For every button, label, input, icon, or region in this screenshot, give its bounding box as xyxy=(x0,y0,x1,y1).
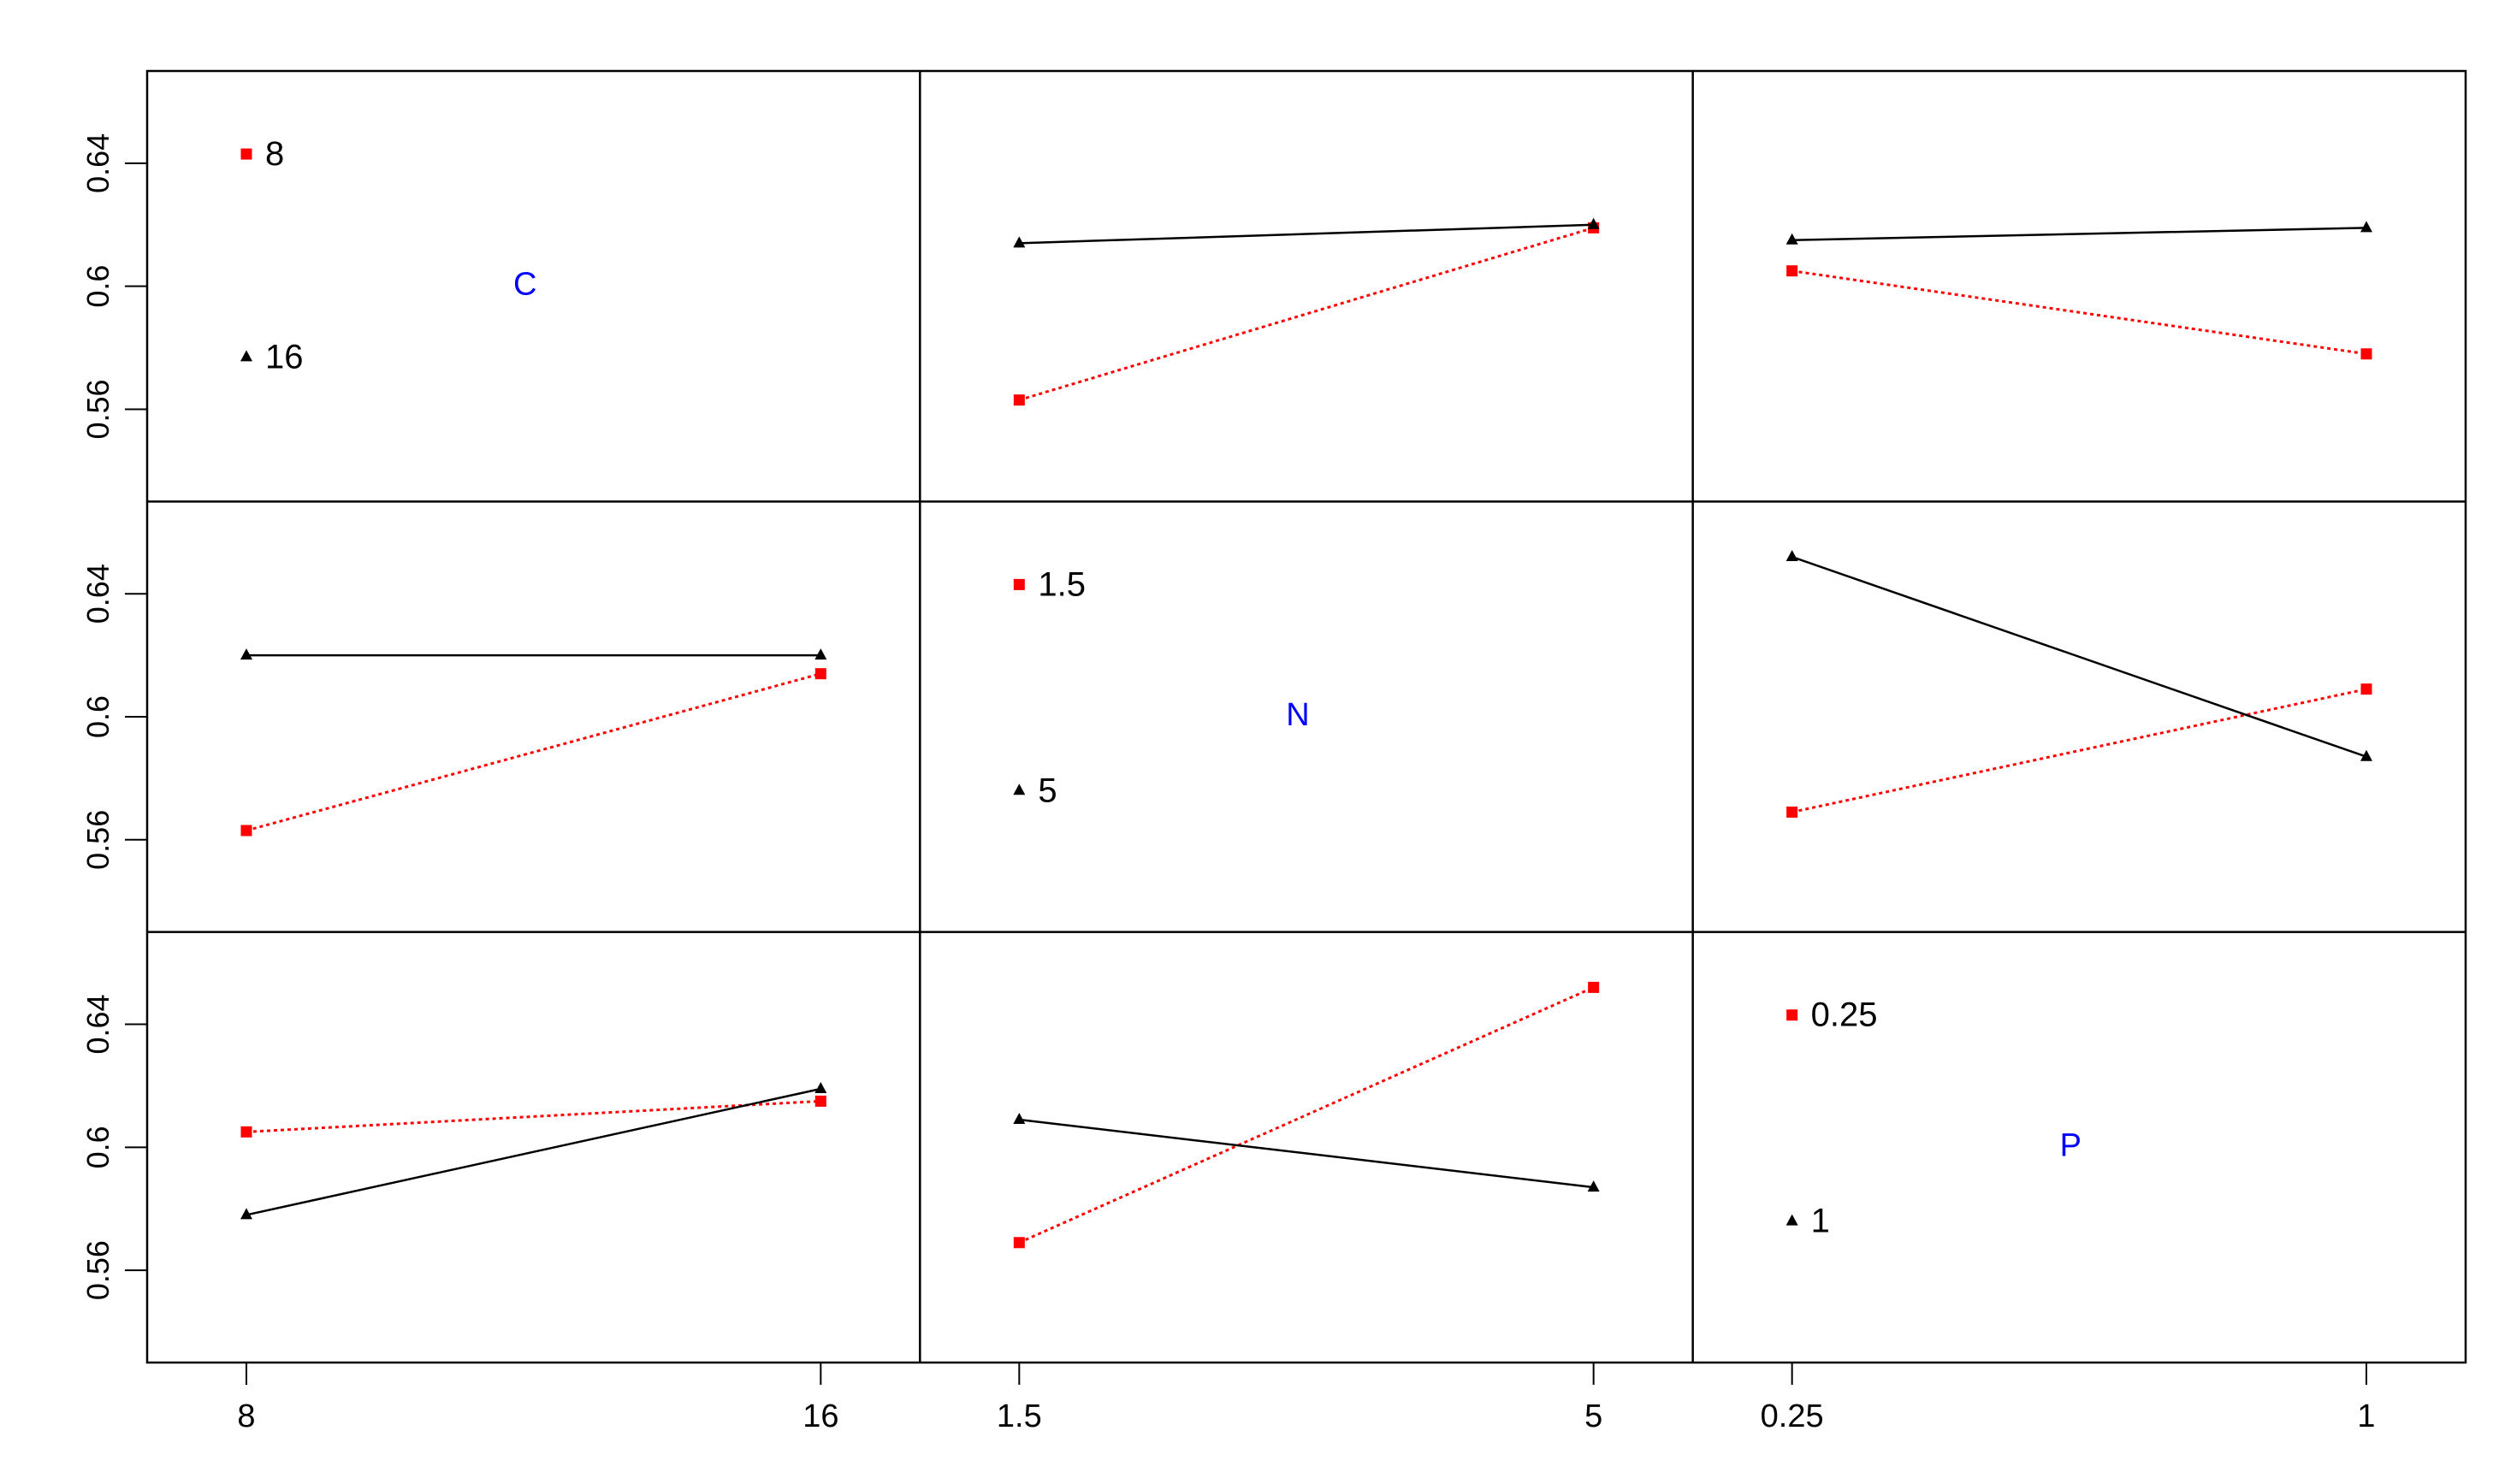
data-point xyxy=(1785,550,1798,562)
legend-marker xyxy=(1785,1214,1798,1226)
series-line-1 xyxy=(246,1087,821,1216)
data-point xyxy=(814,668,826,680)
factor-label: N xyxy=(1286,697,1309,733)
x-tick-label: 5 xyxy=(1584,1398,1602,1434)
legend-level-label: 0.25 xyxy=(1811,996,1878,1034)
data-point xyxy=(240,1126,252,1138)
data-point xyxy=(240,648,252,660)
legend-marker xyxy=(240,350,252,362)
data-point xyxy=(1786,806,1798,818)
panel-0-1 xyxy=(1013,217,1600,406)
legend-level-label: 16 xyxy=(265,338,304,375)
y-tick-label: 0.56 xyxy=(80,810,115,870)
data-point xyxy=(2360,348,2372,360)
legend-marker xyxy=(1786,1009,1798,1021)
series-line-0.25 xyxy=(246,1099,821,1133)
x-tick-label: 1 xyxy=(2357,1398,2375,1434)
x-tick-label: 0.25 xyxy=(1761,1398,1824,1434)
series-line-16 xyxy=(1019,223,1594,245)
x-tick-label: 8 xyxy=(237,1398,255,1434)
panel-1-0 xyxy=(240,648,827,837)
panel-2-2: P 0.25 1 xyxy=(1785,996,2081,1240)
y-tick-label: 0.6 xyxy=(80,265,115,308)
data-point xyxy=(1588,981,1600,993)
panel-0-2 xyxy=(1785,221,2372,360)
data-point xyxy=(1785,233,1798,245)
legend-level-label: 5 xyxy=(1038,772,1057,809)
legend-level-label: 1.5 xyxy=(1038,565,1086,603)
data-point xyxy=(1013,1237,1025,1249)
legend-level-label: 8 xyxy=(265,135,284,173)
series-line-1 xyxy=(1019,1118,1594,1189)
series-line-5 xyxy=(1791,555,2367,758)
panel-1-1: N 1.5 5 xyxy=(1013,565,1310,809)
y-tick-label: 0.6 xyxy=(80,695,115,738)
series-line-16 xyxy=(1791,227,2367,241)
panel-2-0 xyxy=(240,1082,827,1220)
y-axes: 0.56 0.6 0.64 0.56 0.6 0.64 0.56 0.6 0.64 xyxy=(80,133,148,1300)
panel-1-2 xyxy=(1785,550,2372,818)
panel-2-1 xyxy=(1013,981,1600,1249)
factor-label: P xyxy=(2060,1127,2081,1163)
y-tick-label: 0.6 xyxy=(80,1126,115,1168)
y-tick-label: 0.64 xyxy=(80,994,115,1054)
legend-marker xyxy=(240,148,252,160)
data-point xyxy=(2360,221,2372,233)
panels: C 8 16 N 1.5 5 P 0.25 1 xyxy=(240,135,2372,1249)
data-point xyxy=(814,648,827,660)
data-point xyxy=(1786,265,1798,277)
data-point xyxy=(814,1082,827,1094)
series-line-8 xyxy=(1791,269,2367,356)
y-tick-label: 0.64 xyxy=(80,133,115,193)
x-tick-label: 1.5 xyxy=(997,1398,1042,1434)
series-line-1.5 xyxy=(246,672,821,832)
data-point xyxy=(1013,394,1025,406)
series-line-1.5 xyxy=(1791,688,2367,813)
y-tick-label: 0.64 xyxy=(80,564,115,624)
data-point xyxy=(2360,749,2372,761)
data-point xyxy=(240,1208,252,1220)
data-point xyxy=(814,1095,826,1107)
data-point xyxy=(1587,217,1600,229)
x-tick-label: 16 xyxy=(802,1398,838,1434)
data-point xyxy=(1013,1112,1026,1124)
factor-label: C xyxy=(513,267,536,303)
legend-level-label: 1 xyxy=(1811,1203,1830,1240)
data-point xyxy=(2360,683,2372,695)
data-point xyxy=(240,825,252,837)
legend-marker xyxy=(1013,578,1025,590)
panel-0-0: C 8 16 xyxy=(240,135,536,375)
y-tick-label: 0.56 xyxy=(80,379,115,439)
legend-marker xyxy=(1013,783,1026,795)
series-line-8 xyxy=(1018,226,1595,402)
data-point xyxy=(1013,236,1026,248)
series-line-0.25 xyxy=(1018,986,1595,1245)
x-axes: 8 16 1.5 5 0.25 1 xyxy=(237,1362,2376,1434)
y-tick-label: 0.56 xyxy=(80,1240,115,1300)
data-point xyxy=(1587,1180,1600,1192)
